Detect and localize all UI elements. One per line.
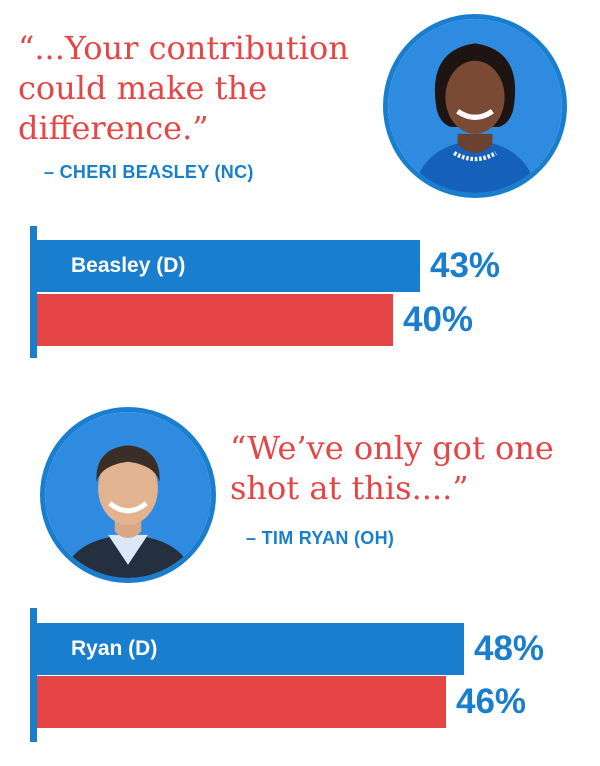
value-label-opponent-r: 46% xyxy=(456,682,527,721)
beasley-portrait xyxy=(383,14,567,198)
beasley-poll-chart: Beasley (D) 43% 40% xyxy=(30,226,600,358)
chart-axis xyxy=(30,226,37,358)
ryan-quote: “We’ve only got one shot at this....” xyxy=(230,429,554,507)
candidate-portrait-man-icon xyxy=(45,412,211,578)
candidate-portrait-woman-icon xyxy=(388,19,562,193)
ryan-portrait xyxy=(40,407,216,583)
value-label-ryan-d: 48% xyxy=(474,629,545,668)
chart-axis xyxy=(30,608,37,742)
beasley-attribution: – CHERI BEASLEY (NC) xyxy=(44,162,254,182)
bar-label-beasley-d: Beasley (D) xyxy=(71,254,186,277)
ryan-attribution: – TIM RYAN (OH) xyxy=(246,528,395,548)
bar-opponent-r xyxy=(37,676,446,728)
bar-beasley-d: Beasley (D) xyxy=(37,240,420,292)
bar-label-ryan-d: Ryan (D) xyxy=(71,637,158,660)
value-label-beasley-d: 43% xyxy=(430,246,501,285)
value-label-opponent-r: 40% xyxy=(403,300,474,339)
ryan-poll-chart: Ryan (D) 48% 46% xyxy=(30,608,600,742)
beasley-quote: “...Your contribution could make the dif… xyxy=(18,29,349,147)
bar-opponent-r xyxy=(37,294,393,346)
bar-ryan-d: Ryan (D) xyxy=(37,623,464,675)
